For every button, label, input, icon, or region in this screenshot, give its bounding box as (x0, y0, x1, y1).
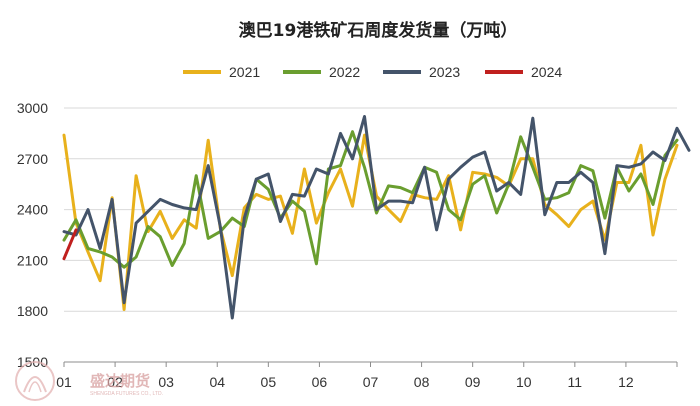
x-tick-label: 09 (465, 374, 481, 390)
legend-label-2022: 2022 (329, 64, 360, 80)
legend-label-2024: 2024 (531, 64, 562, 80)
watermark-subname: SHENGDA FUTURES CO., LTD. (90, 391, 163, 397)
watermark-logo-mark-inner (28, 381, 42, 393)
y-tick-label: 3000 (17, 100, 48, 116)
x-tick-label: 05 (261, 374, 277, 390)
legend: 2021 2022 2023 2024 (183, 64, 562, 80)
x-tick-label: 12 (618, 374, 634, 390)
chart-title: 澳巴19港铁矿石周度发货量（万吨） (239, 20, 518, 41)
watermark-logo-icon (15, 361, 55, 401)
x-tick-label: 01 (56, 374, 72, 390)
x-tick-label: 10 (516, 374, 532, 390)
x-axis: 01 02 03 04 05 06 07 08 09 10 11 12 (56, 361, 678, 390)
x-tick-label: 03 (158, 374, 174, 390)
watermark-logo-mark (23, 376, 47, 393)
watermark-name: 盛达期货 (90, 372, 150, 390)
x-tick-label: 02 (107, 374, 123, 390)
series-line-2023 (62, 115, 691, 320)
x-tick-label: 07 (363, 374, 379, 390)
y-tick-label: 1800 (17, 303, 48, 319)
x-tick-label: 04 (209, 374, 225, 390)
legend-label-2021: 2021 (229, 64, 260, 80)
y-tick-label: 2400 (17, 202, 48, 218)
y-tick-label: 2700 (17, 151, 48, 167)
series-line-2024 (62, 228, 78, 261)
legend-label-2023: 2023 (429, 64, 460, 80)
series-layer (62, 115, 691, 320)
x-tick-label: 08 (414, 374, 430, 390)
x-tick-label: 06 (312, 374, 328, 390)
watermark: 盛达期货 SHENGDA FUTURES CO., LTD. (15, 361, 163, 401)
y-tick-label: 2100 (17, 252, 48, 268)
x-tick-label: 11 (568, 374, 583, 390)
